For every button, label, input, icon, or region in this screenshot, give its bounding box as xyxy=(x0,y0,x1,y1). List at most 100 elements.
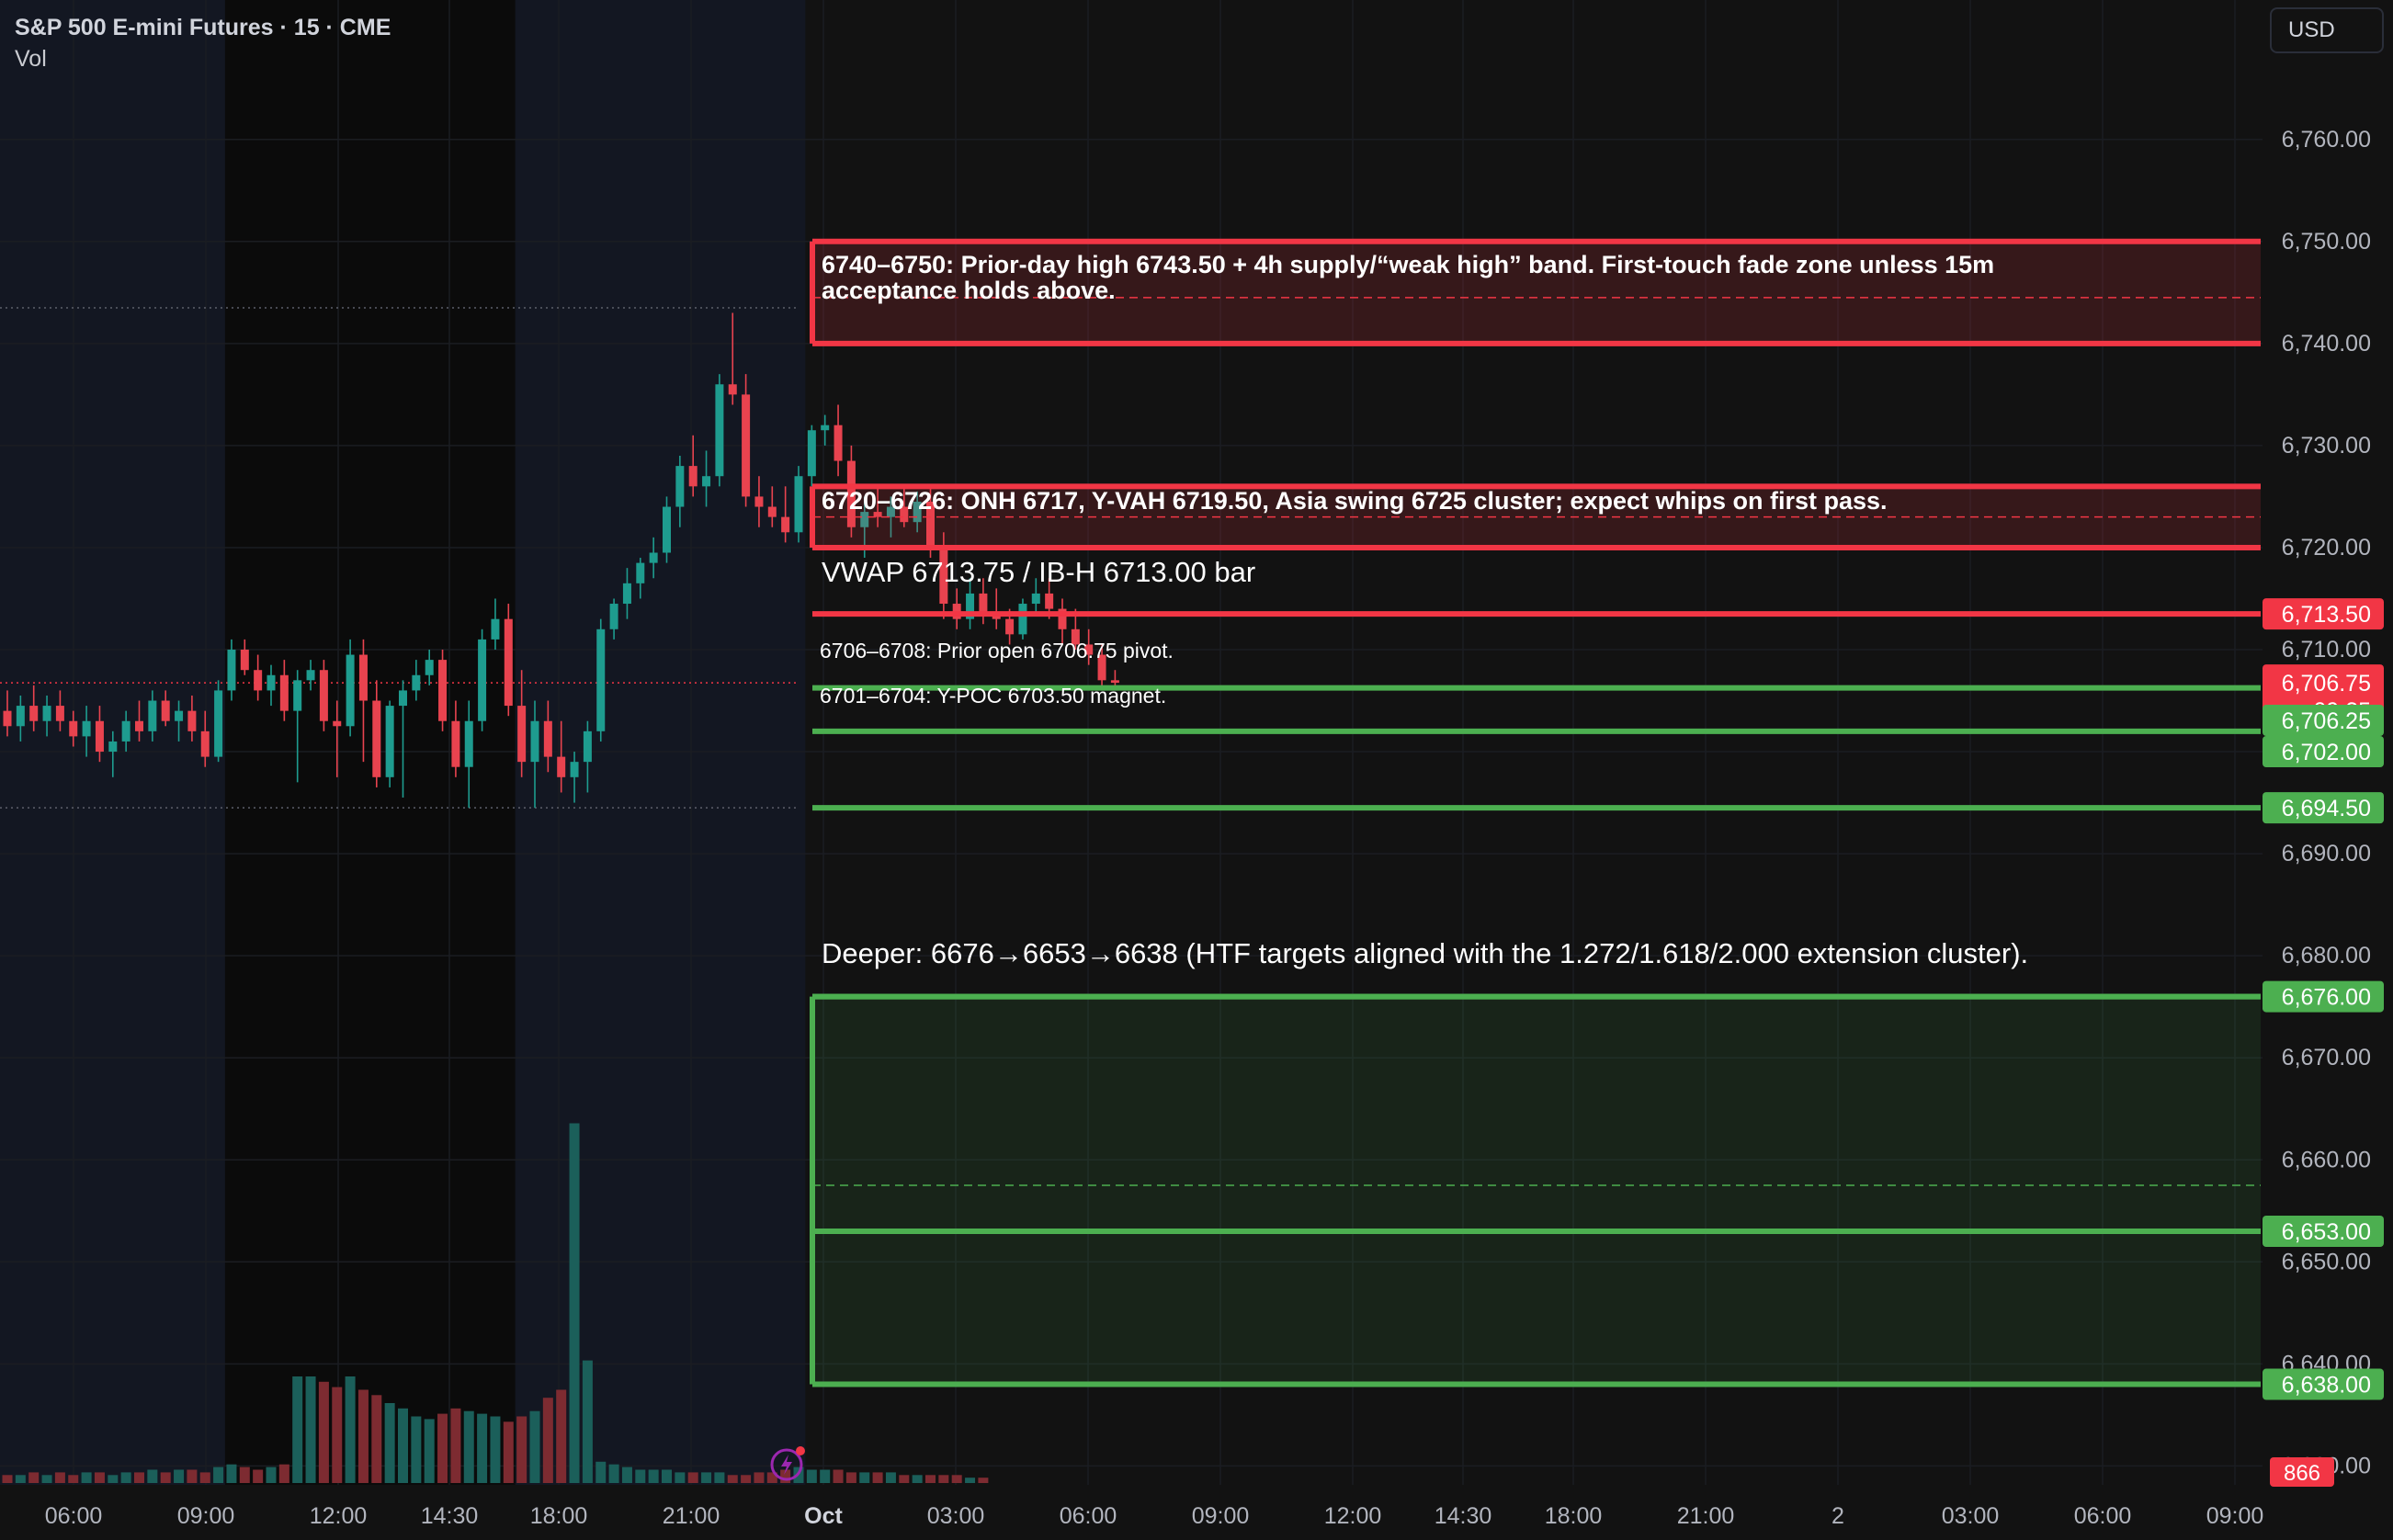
lightning-icon[interactable] xyxy=(768,1443,809,1483)
x-tick-label: 21:00 xyxy=(663,1503,720,1529)
candle-body xyxy=(702,476,711,487)
candle-body xyxy=(425,660,434,675)
candle-body xyxy=(860,512,869,527)
volume-bar xyxy=(490,1416,501,1483)
volume-bar xyxy=(332,1387,343,1483)
candle-body xyxy=(319,670,328,721)
axis-badge-6653 xyxy=(2263,1215,2384,1247)
volume-bar xyxy=(292,1376,303,1483)
candle-body xyxy=(372,700,381,777)
volume-label[interactable]: Vol xyxy=(15,46,47,72)
y-tick-label: 6,730.00 xyxy=(2282,433,2371,459)
volume-bar xyxy=(278,1464,289,1483)
candle-body xyxy=(543,720,552,757)
volume-bar xyxy=(675,1472,686,1483)
candle-body xyxy=(886,506,895,517)
volume-bar xyxy=(833,1469,844,1483)
candle-body xyxy=(55,706,64,721)
candle-body xyxy=(622,583,631,605)
candle-body xyxy=(358,654,368,701)
symbol-title[interactable]: S&P 500 E-mini Futures · 15 · CME xyxy=(15,15,391,40)
volume-bar xyxy=(529,1410,540,1483)
y-tick-label: 6,670.00 xyxy=(2282,1045,2371,1070)
candle-body xyxy=(478,639,487,721)
volume-bar xyxy=(885,1472,896,1483)
candle-body xyxy=(29,706,39,721)
x-tick-label: 14:30 xyxy=(421,1503,479,1529)
x-tick-label: 2 xyxy=(1832,1503,1844,1529)
axis-badge-6694 xyxy=(2263,792,2384,824)
candle-body xyxy=(596,628,606,731)
candle-body xyxy=(609,604,618,629)
volume-bar xyxy=(595,1461,607,1483)
candle-body xyxy=(557,756,566,777)
volume-bar xyxy=(662,1469,672,1483)
candle-body xyxy=(491,618,500,640)
volume-bar xyxy=(41,1475,52,1483)
y-tick-label: 6,750.00 xyxy=(2282,229,2371,255)
candle-body xyxy=(16,706,25,727)
candle-body xyxy=(1058,608,1067,629)
volume-bar xyxy=(94,1472,105,1483)
x-tick-label: 06:00 xyxy=(1060,1503,1117,1529)
volume-bar xyxy=(174,1469,185,1483)
volume-bar xyxy=(160,1472,171,1483)
candle-body xyxy=(715,384,724,477)
axis-badge-prior-open-text: 6,706.25 xyxy=(2282,708,2371,734)
volume-bar xyxy=(213,1466,224,1483)
x-tick-label: 03:00 xyxy=(1942,1503,2000,1529)
volume-bar xyxy=(845,1472,856,1483)
candle-body xyxy=(530,720,539,763)
volume-bar xyxy=(134,1472,144,1483)
candle-body xyxy=(108,741,118,753)
x-tick-label: 14:30 xyxy=(1435,1503,1492,1529)
volume-bar xyxy=(81,1472,92,1483)
candle-body xyxy=(781,516,790,533)
candle-body xyxy=(794,476,803,533)
candle-body xyxy=(517,706,527,763)
candle-body xyxy=(966,593,975,619)
volume-bar xyxy=(569,1123,580,1483)
x-tick-label: 18:00 xyxy=(530,1503,588,1529)
candle-body xyxy=(649,552,658,563)
candle-body xyxy=(135,720,143,731)
axis-badge-prior-open xyxy=(2263,705,2384,736)
axis-badge-ypoc xyxy=(2263,736,2384,767)
volume-bar xyxy=(859,1472,870,1483)
level-label-prior-open: 6706–6708: Prior open 6706.75 pivot. xyxy=(820,639,1174,662)
candle-body xyxy=(675,466,685,507)
y-tick-label: 6,690.00 xyxy=(2282,841,2371,866)
axis-badge-6653-text: 6,653.00 xyxy=(2282,1219,2371,1245)
axis-badge-6638-text: 6,638.00 xyxy=(2282,1373,2371,1398)
candle-body xyxy=(913,501,922,523)
candle-body xyxy=(728,384,737,395)
candle-body xyxy=(451,720,460,767)
axis-badge-6676 xyxy=(2263,980,2384,1013)
candle-body xyxy=(742,394,751,497)
volume-bar xyxy=(820,1469,831,1483)
volume-bar xyxy=(542,1398,553,1483)
candle-body xyxy=(279,674,289,711)
volume-bar xyxy=(437,1413,448,1483)
candle-body xyxy=(846,460,856,527)
volume-bar xyxy=(978,1478,989,1483)
currency-button[interactable]: USD xyxy=(2270,7,2384,53)
candle-body xyxy=(69,720,78,737)
volume-bar xyxy=(199,1472,210,1483)
x-tick-label: 09:00 xyxy=(2206,1503,2264,1529)
candle-body xyxy=(464,720,473,767)
volume-bar xyxy=(556,1389,567,1483)
y-tick-label: 6,740.00 xyxy=(2282,331,2371,357)
axis-badge-vwap-text: 6,713.50 xyxy=(2282,602,2371,628)
y-tick-label: 6,710.00 xyxy=(2282,637,2371,662)
volume-bar xyxy=(345,1376,356,1483)
volume-bar xyxy=(253,1469,264,1483)
candle-body xyxy=(1097,654,1106,681)
candle-body xyxy=(385,706,394,777)
volume-bar xyxy=(398,1408,408,1483)
volume-bar xyxy=(371,1395,382,1483)
candle-body xyxy=(399,690,407,707)
candle-body xyxy=(187,710,197,731)
candle-body xyxy=(412,674,421,691)
